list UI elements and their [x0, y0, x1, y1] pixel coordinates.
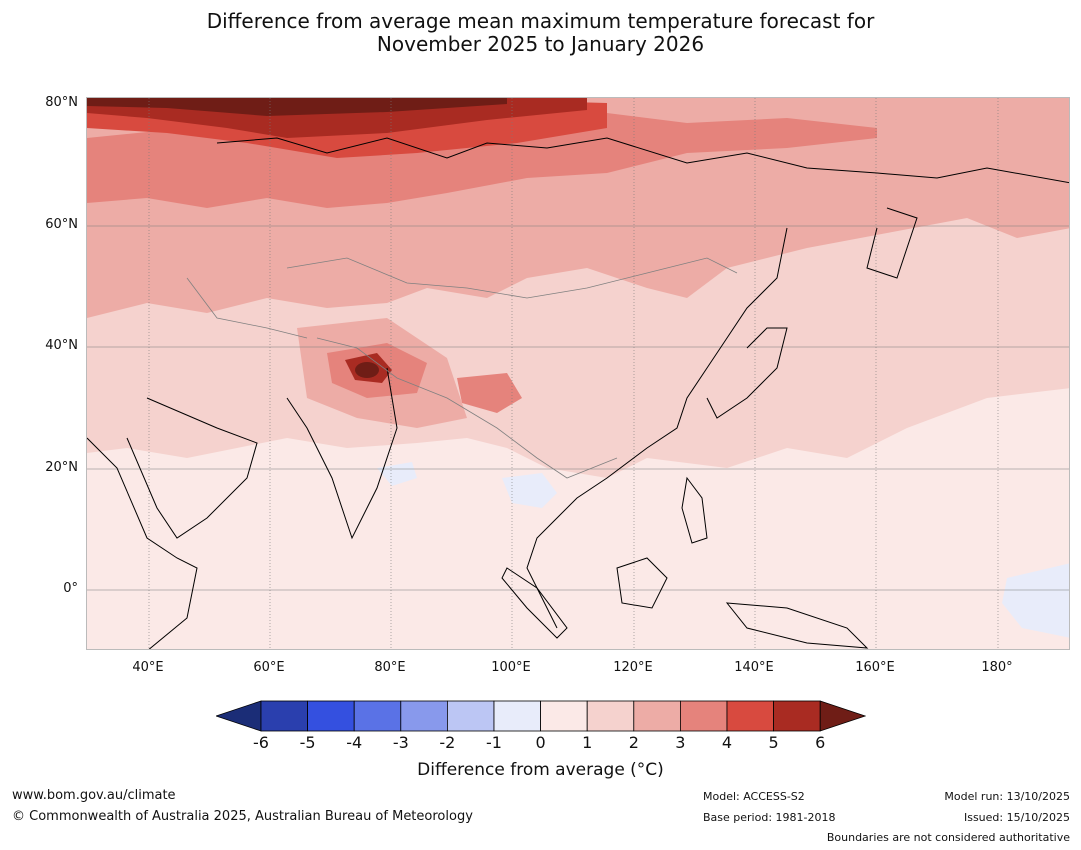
- colorbar-tick-label: 3: [675, 733, 686, 752]
- lon-label-60e: 60°E: [253, 660, 285, 675]
- colorbar-swatch: [307, 700, 355, 732]
- map-title: Difference from average mean maximum tem…: [0, 10, 1081, 56]
- anomaly-3-to-4-region-plateau: [457, 373, 522, 413]
- coastlines: [87, 137, 1069, 649]
- footer-model: Model: ACCESS-S2: [703, 790, 805, 803]
- anomaly-above-6-region: [87, 98, 507, 116]
- colorbar-swatch: [633, 700, 681, 732]
- colorbar-swatch: [540, 700, 588, 732]
- footer-issued: Issued: 15/10/2025: [963, 811, 1070, 824]
- footer-disclaimer: Boundaries are not considered authoritat…: [826, 831, 1070, 844]
- coastline-japan: [706, 327, 788, 419]
- lon-label-80e: 80°E: [374, 660, 406, 675]
- title-line-2: November 2025 to January 2026: [376, 32, 705, 56]
- map-canvas: [87, 98, 1069, 649]
- colorbar-tick-label: 2: [628, 733, 639, 752]
- colorbar-tick-label: 5: [768, 733, 779, 752]
- coastline-philippines: [681, 476, 708, 544]
- colorbar-swatch: [446, 700, 495, 732]
- colorbar-swatch: [679, 700, 728, 732]
- title-line-1: Difference from average mean maximum tem…: [206, 9, 875, 33]
- colorbar-swatch: [493, 700, 541, 732]
- lon-label-120e: 120°E: [613, 660, 653, 675]
- lat-label-40n: 40°N: [45, 338, 78, 353]
- footer-model-run: Model run: 13/10/2025: [944, 790, 1070, 803]
- lon-label-100e: 100°E: [491, 660, 531, 675]
- colorbar-tick-label: -6: [253, 733, 269, 752]
- coastline-sumatra: [501, 567, 568, 639]
- anomaly-minus-1-to-0-pacific: [1002, 563, 1069, 638]
- colorbar-swatch: [586, 700, 635, 732]
- country-borders: [186, 257, 738, 479]
- graticule: [87, 98, 1069, 649]
- footer-base-period: Base period: 1981-2018: [703, 811, 836, 824]
- colorbar-swatch: [260, 700, 308, 732]
- lat-label-80n: 80°N: [45, 95, 78, 110]
- footer-website: www.bom.gov.au/climate: [12, 788, 176, 803]
- colorbar-swatch: [400, 700, 448, 732]
- lon-label-40e: 40°E: [132, 660, 164, 675]
- anomaly-minus-1-to-0-indochina: [502, 473, 557, 508]
- colorbar-tick-label: 0: [535, 733, 546, 752]
- border-china-south: [316, 337, 618, 479]
- coastline-kamchatka: [866, 207, 918, 279]
- lon-label-180: 180°: [981, 660, 1013, 675]
- colorbar-extension-low: [216, 700, 262, 732]
- colorbar-tick-label: 1: [582, 733, 593, 752]
- anomaly-above-6-hotspot: [355, 362, 379, 378]
- coastline-africa: [87, 437, 198, 649]
- colorbar-title: Difference from average (°C): [417, 760, 664, 780]
- coastline-arabia: [126, 397, 258, 539]
- colorbar-swatch: [353, 700, 402, 732]
- lat-label-20n: 20°N: [45, 460, 78, 475]
- lon-label-140e: 140°E: [734, 660, 774, 675]
- border-central-asia: [186, 277, 308, 339]
- border-china-north: [286, 257, 738, 299]
- colorbar-tick-label: 6: [815, 733, 826, 752]
- coastline-borneo: [616, 557, 668, 609]
- coastline-india: [286, 367, 398, 540]
- colorbar-tick-label: -2: [439, 733, 456, 752]
- colorbar-tick-label: -1: [486, 733, 502, 752]
- colorbar-tick-label: 4: [721, 733, 733, 752]
- colorbar: [216, 700, 866, 732]
- colorbar-swatch: [726, 700, 774, 732]
- coastline-pacific-asia: [526, 227, 788, 629]
- colorbar-swatch: [773, 700, 821, 732]
- colorbar-tick-label: -3: [392, 733, 409, 752]
- coastline-new-guinea: [725, 602, 869, 649]
- lon-label-160e: 160°E: [855, 660, 895, 675]
- lat-label-0: 0°: [63, 581, 78, 596]
- colorbar-tick-label: -5: [299, 733, 316, 752]
- forecast-map: [86, 97, 1070, 650]
- colorbar-tick-label: -4: [346, 733, 363, 752]
- footer-copyright: © Commonwealth of Australia 2025, Austra…: [12, 809, 473, 824]
- anomaly-minus-1-to-0-india: [377, 462, 417, 486]
- lat-label-60n: 60°N: [45, 217, 78, 232]
- coastline-arctic: [216, 137, 1069, 184]
- colorbar-extension-high: [819, 700, 866, 732]
